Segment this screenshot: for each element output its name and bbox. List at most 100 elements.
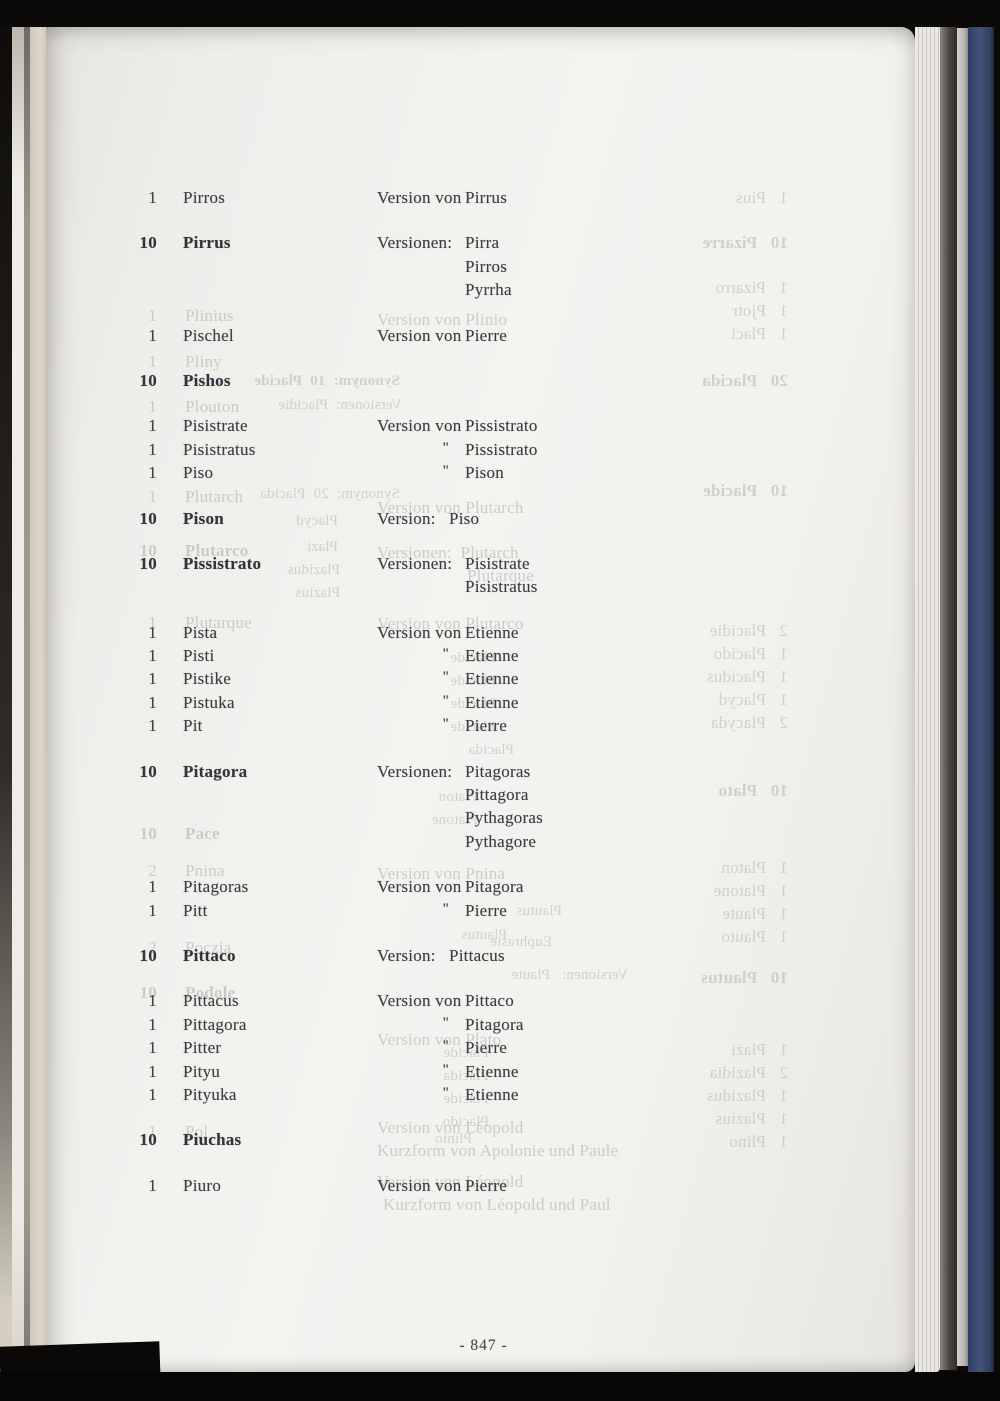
right-page-stack: [915, 20, 940, 1372]
version-label: Version von: [377, 325, 462, 345]
entry-line: 1 Pit " Pierre: [0, 716, 930, 739]
entry-gap: [0, 211, 930, 233]
entry-line: 10 Pitagora Versionen: Pitagoras: [0, 762, 930, 785]
page-number: - 847 -: [459, 1337, 508, 1354]
entry-line: 10 Pison Version: Piso: [0, 509, 930, 532]
version-label: Version von: [377, 991, 462, 1011]
version-value: Pierre: [465, 325, 508, 345]
entry-gap: [0, 1108, 930, 1130]
version-label: Versionen:: [377, 761, 453, 781]
entry-line: 1 Pistike " Etienne: [0, 669, 930, 692]
version-value: Pitagora: [465, 1014, 524, 1034]
entry-name: Pitt: [183, 900, 208, 920]
entry-line: 1 Pistuka " Etienne: [0, 693, 930, 716]
version-label: ": [442, 646, 449, 663]
entry-name: Pirros: [183, 188, 226, 207]
entry-line: 1 Pitter " Pierre: [0, 1038, 930, 1061]
version-label: ": [442, 1084, 449, 1101]
version-value: Pitagora: [465, 877, 524, 897]
right-page-edge-highlight: [957, 28, 968, 1366]
version-label: Versionen:: [377, 233, 453, 253]
version-value: Pierre: [465, 1038, 508, 1058]
entry-count: 10: [139, 945, 157, 965]
entry-count: 10: [139, 508, 157, 528]
book-cover-edge: [968, 22, 994, 1386]
entry-gap: [0, 740, 930, 762]
entry-count: 10: [139, 553, 157, 573]
entry-line: Pittagora: [0, 785, 930, 808]
entry-count: 1: [148, 1061, 157, 1081]
left-page-edge: [12, 18, 24, 1378]
entry-name: Pittacus: [183, 991, 239, 1011]
version-label: Version von: [377, 416, 462, 436]
entry-name: Piuro: [183, 1175, 222, 1195]
entry-line: 1 Pisistrate Version von Pissistrato: [0, 416, 930, 439]
entry-count: 1: [148, 188, 157, 207]
version-value: Pissistrato: [465, 439, 538, 459]
entry-count: 1: [148, 1014, 157, 1034]
version-value: Piso: [449, 508, 480, 528]
version-value: Etienne: [465, 646, 519, 666]
entry-gap: [0, 855, 930, 877]
entry-name: Pischel: [183, 325, 234, 345]
version-value: Pissistrato: [465, 416, 538, 436]
entry-line: Pyrrha: [0, 280, 930, 303]
version-value: Pythagoras: [465, 808, 544, 828]
entry-count: 1: [148, 716, 157, 736]
entry-line: 1 Pityu " Etienne: [0, 1062, 930, 1085]
entry-gap: [0, 304, 930, 326]
entry-name: Pisistrate: [183, 416, 248, 436]
version-label: ": [442, 439, 449, 456]
entries: 1 Pirros Version von Pirrus 10 Pirrus Versione…: [0, 188, 930, 1199]
entry-name: Pittaco: [183, 945, 236, 965]
entry-count: 1: [148, 1175, 157, 1195]
version-label: Versionen:: [377, 553, 453, 573]
entry-name: Pitter: [183, 1038, 222, 1058]
left-page-edge-stack: [30, 18, 47, 1378]
version-label: ": [442, 900, 449, 917]
version-label: ": [442, 716, 449, 733]
entry-line: 1 Piuro Version von Pierre: [0, 1176, 930, 1199]
entry-name: Pityuka: [183, 1084, 237, 1104]
version-label: ": [442, 463, 449, 480]
version-label: Version von: [377, 877, 462, 897]
version-value: Etienne: [465, 622, 519, 642]
entry-gap: [0, 349, 930, 371]
photo-bottom-bar: [0, 1372, 1000, 1401]
entry-name: Pisti: [183, 646, 215, 666]
entry-line: 10 Pirrus Versionen: Pirra: [0, 233, 930, 256]
entry-line: Pirros: [0, 257, 930, 280]
entry-line: Pythagoras: [0, 808, 930, 831]
version-label: Version:: [377, 508, 436, 528]
version-value: Pirra: [465, 233, 500, 253]
version-label: ": [442, 1014, 449, 1031]
version-value: Pyrrha: [465, 280, 512, 300]
version-value: Etienne: [465, 1084, 519, 1104]
version-value: Pisistratus: [465, 577, 538, 597]
entry-line: 1 Pitagoras Version von Pitagora: [0, 877, 930, 900]
version-label: Version von: [377, 622, 462, 642]
version-label: ": [442, 1061, 449, 1078]
entry-line: Pythagore: [0, 832, 930, 855]
entry-gap: [0, 487, 930, 509]
version-label: ": [442, 669, 449, 686]
entry-name: Pirrus: [183, 233, 231, 253]
entry-gap: [0, 532, 930, 554]
entry-gap: [0, 969, 930, 991]
version-value: Pierre: [465, 716, 508, 736]
entry-line: 10 Pishos: [0, 371, 930, 394]
entry-line: 1 Pityuka " Etienne: [0, 1085, 930, 1108]
entry-name: Pista: [183, 622, 218, 642]
left-page-edge-line: [24, 18, 30, 1378]
entry-name: Pitagora: [183, 761, 248, 781]
entry-gap: [0, 1154, 930, 1176]
entry-count: 1: [148, 622, 157, 642]
entry-name: Pittagora: [183, 1014, 247, 1034]
entry-count: 1: [148, 646, 157, 666]
entry-line: 1 Pirros Version von Pirrus: [0, 188, 930, 211]
version-label: Version:: [377, 945, 436, 965]
entry-line: 10 Pittaco Version: Pittacus: [0, 946, 930, 969]
version-label: ": [442, 692, 449, 709]
version-value: Pierre: [465, 1175, 508, 1195]
version-value: Pison: [465, 463, 505, 483]
